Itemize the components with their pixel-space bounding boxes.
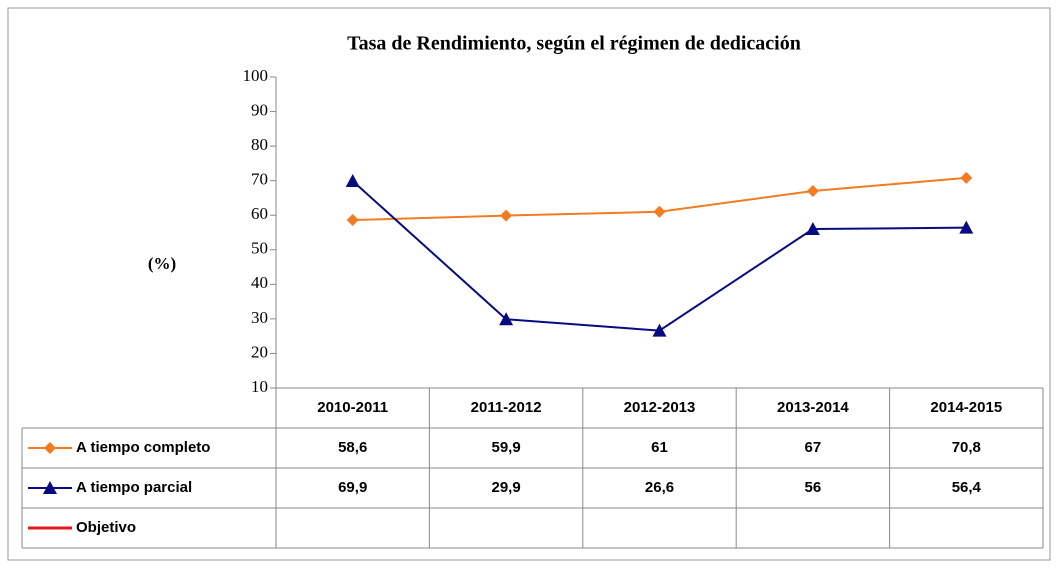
y-tick-label: 50 <box>251 239 268 258</box>
marker <box>43 481 57 494</box>
x-tick-label: 2010-2011 <box>317 399 388 416</box>
data-label: 58,6 <box>338 439 367 456</box>
y-axis-label: (%) <box>148 254 176 273</box>
legend-label: Objetivo <box>76 519 136 536</box>
marker <box>44 442 56 454</box>
data-label: 67 <box>805 439 822 456</box>
data-label: 69,9 <box>338 479 367 496</box>
y-tick-label: 80 <box>251 135 268 154</box>
marker <box>345 174 360 188</box>
data-label: 29,9 <box>491 479 520 496</box>
legend-label: A tiempo parcial <box>76 479 192 496</box>
data-label: 26,6 <box>645 479 674 496</box>
y-tick-label: 20 <box>251 342 268 361</box>
marker <box>500 209 513 222</box>
marker <box>960 171 973 184</box>
data-label: 59,9 <box>491 439 520 456</box>
y-tick-label: 40 <box>251 273 268 292</box>
marker <box>653 205 666 218</box>
y-tick-label: 60 <box>251 204 268 223</box>
x-tick-label: 2013-2014 <box>777 399 849 416</box>
marker <box>959 220 974 234</box>
x-tick-label: 2014-2015 <box>930 399 1002 416</box>
marker <box>346 214 359 227</box>
marker <box>499 312 514 326</box>
data-label: 56,4 <box>952 479 982 496</box>
data-label: 56 <box>805 479 822 496</box>
marker <box>652 323 667 337</box>
x-tick-label: 2012-2013 <box>624 399 696 416</box>
data-label: 61 <box>651 439 668 456</box>
x-tick-label: 2011-2012 <box>471 399 542 416</box>
data-label: 70,8 <box>952 439 981 456</box>
chart-frame <box>7 7 1051 561</box>
legend-label: A tiempo completo <box>76 439 210 456</box>
y-tick-label: 100 <box>243 66 269 85</box>
y-tick-label: 90 <box>251 100 268 119</box>
chart-title: Tasa de Rendimiento, según el régimen de… <box>347 33 801 55</box>
y-tick-label: 30 <box>251 308 268 327</box>
marker <box>806 185 819 198</box>
y-tick-label: 70 <box>251 170 268 189</box>
marker <box>805 222 820 236</box>
y-tick-label: 10 <box>251 377 268 396</box>
